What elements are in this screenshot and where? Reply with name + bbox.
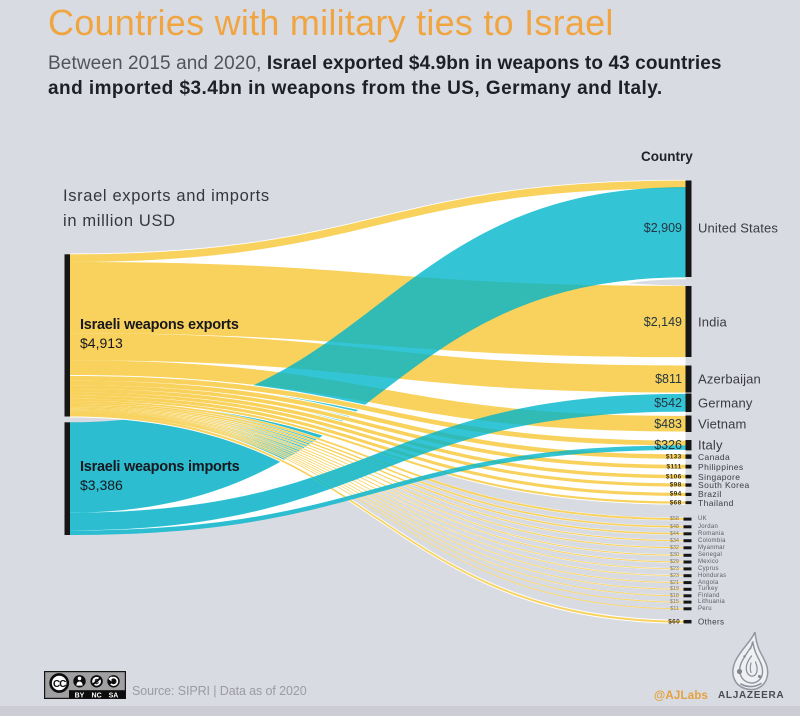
svg-text:CC: CC: [53, 679, 66, 690]
svg-text:SA: SA: [109, 692, 119, 699]
svg-text:$: $: [95, 677, 100, 686]
svg-text:NC: NC: [92, 692, 102, 699]
svg-text:BY: BY: [75, 692, 85, 699]
